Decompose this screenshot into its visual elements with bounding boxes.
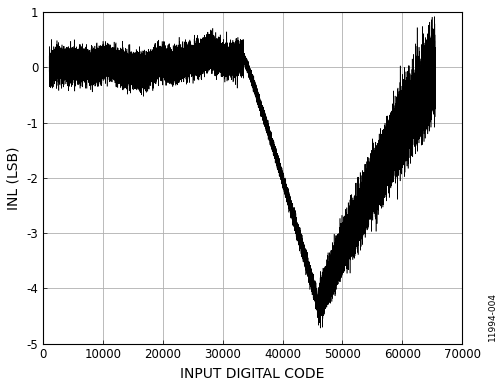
Y-axis label: INL (LSB): INL (LSB)	[7, 146, 21, 210]
X-axis label: INPUT DIGITAL CODE: INPUT DIGITAL CODE	[180, 367, 325, 381]
Text: 11994-004: 11994-004	[488, 293, 497, 341]
